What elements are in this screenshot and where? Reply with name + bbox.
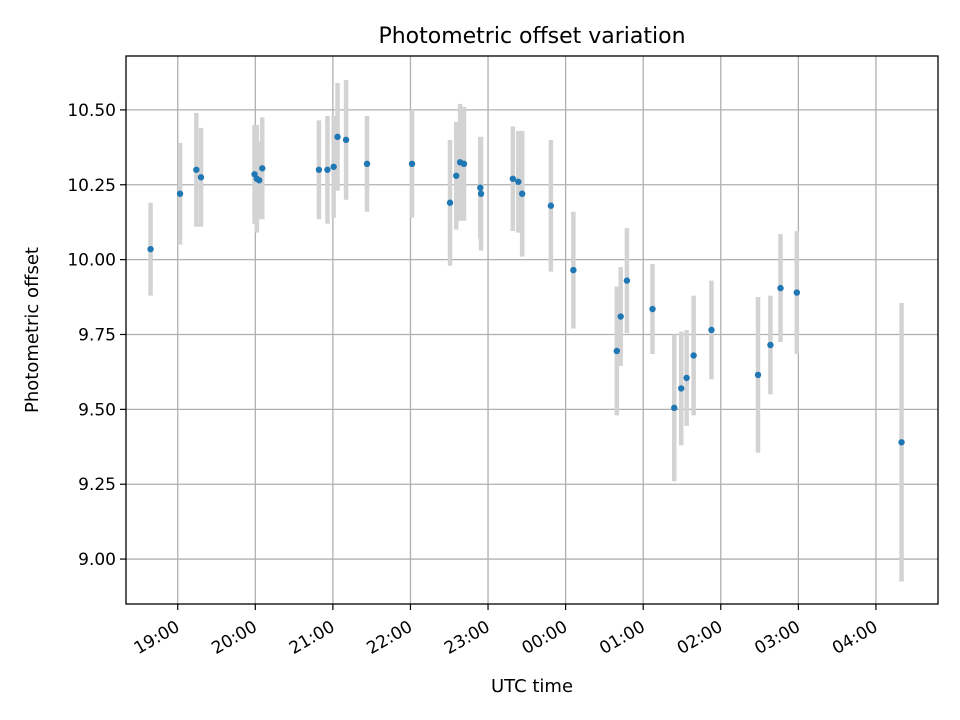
y-tick-label: 10.25 [67,176,116,196]
data-point [671,404,678,412]
y-tick-label: 9.00 [78,550,116,570]
chart-title: Photometric offset variation [378,24,685,49]
data-point [708,326,715,334]
data-point [453,172,460,179]
y-tick-label: 10.00 [67,251,116,271]
data-point [613,347,621,355]
data-point [547,202,555,209]
data-point [342,136,350,144]
data-point [649,305,656,313]
data-point [754,371,762,379]
data-point [518,190,526,197]
y-axis: 9.00 9.25 9.50 9.75 10.00 10.25 10.50 [67,101,126,570]
data-point [408,160,416,168]
data-point [477,190,485,197]
data-point [259,165,266,172]
data-point [255,177,263,184]
x-axis-label: UTC time [491,676,573,697]
data-point [678,385,685,392]
data-point [176,190,184,197]
data-point [623,277,631,284]
data-point [515,178,522,185]
y-axis-label: Photometric offset [22,247,43,413]
data-point [683,374,690,382]
data-point [690,352,697,359]
data-point [617,313,624,320]
data-point [197,174,205,181]
data-point [460,160,468,168]
data-points [147,133,905,446]
data-point [509,175,517,182]
data-point [898,439,905,446]
plot-frame [125,55,939,605]
data-point [193,166,200,173]
data-point [363,160,371,168]
data-point [324,166,331,173]
data-point [793,289,801,296]
data-point [446,199,454,206]
data-point [147,245,154,253]
y-tick-label: 9.50 [78,400,116,420]
data-point [315,166,323,173]
y-tick-label: 9.25 [78,475,116,495]
y-tick-label: 10.50 [67,101,116,121]
data-point [570,266,577,274]
grid [126,56,938,604]
data-point [330,163,337,170]
data-point [767,341,774,349]
data-point [777,284,784,292]
data-point [477,184,484,191]
data-point [334,133,341,141]
y-tick-label: 9.75 [78,325,116,345]
